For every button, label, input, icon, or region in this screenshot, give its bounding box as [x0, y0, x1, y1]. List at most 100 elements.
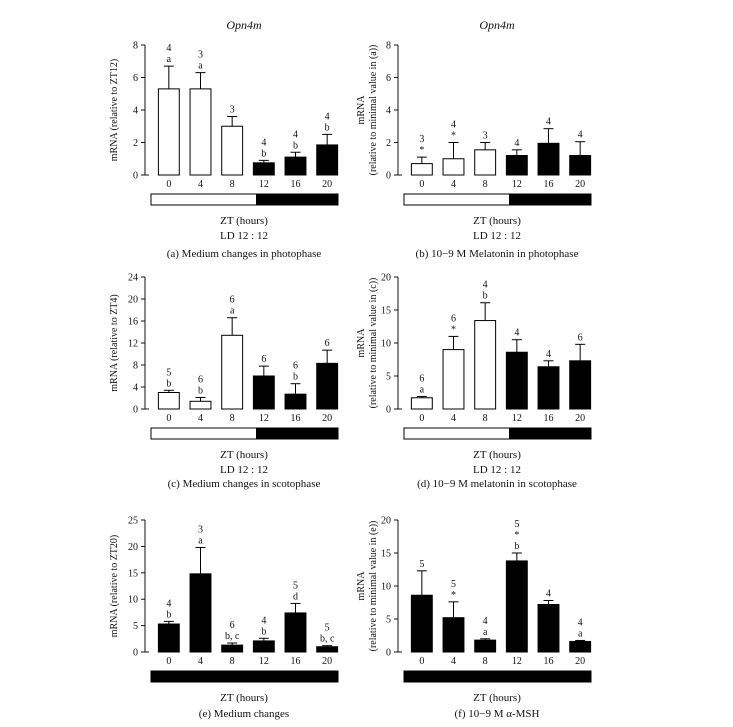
bar [252, 375, 275, 410]
y-tick-label: 0 [386, 405, 391, 416]
y-tick-label: 20 [381, 273, 391, 284]
bar [221, 334, 244, 410]
x-axis-label: ZT (hours) [220, 215, 268, 227]
significance-label: 6 [419, 373, 424, 384]
dark-phase-bar [509, 427, 592, 440]
bar [221, 125, 244, 176]
y-tick-label: 16 [128, 317, 138, 328]
significance-label: b [325, 122, 330, 133]
y-tick-label: 20 [381, 516, 391, 527]
bar [442, 617, 465, 653]
x-tick-label: 0 [419, 413, 424, 424]
condition-label: LD 12 : 12 [473, 230, 521, 242]
bar [284, 612, 307, 653]
x-tick-label: 0 [166, 413, 171, 424]
y-axis-label: mRNA [356, 95, 367, 125]
significance-label: 4 [514, 328, 519, 339]
y-axis-label: mRNA (relative to ZT20) [109, 535, 120, 637]
y-axis-label-2: (relative to minimal value in (c)) [368, 278, 379, 409]
x-tick-label: 12 [512, 179, 522, 190]
x-tick-label: 4 [198, 413, 203, 424]
condition-label: LD 12 : 12 [220, 230, 268, 242]
significance-label: 3 [198, 524, 203, 535]
significance-label: 4 [293, 129, 298, 140]
y-tick-label: 5 [386, 615, 391, 626]
y-tick-label: 15 [381, 306, 391, 317]
y-tick-label: 10 [128, 595, 138, 606]
x-axis-label: ZT (hours) [473, 692, 521, 704]
significance-label: b [166, 609, 171, 620]
bar [442, 158, 465, 176]
significance-label: b [261, 626, 266, 637]
y-axis-label: mRNA (relative to ZT4) [109, 294, 120, 391]
panel-caption: (d) 10−9 M melatonin in scotophase [417, 478, 577, 490]
significance-label: b, c [225, 631, 240, 642]
dark-phase-bar [256, 427, 339, 440]
significance-label: 4 [261, 137, 266, 148]
bar [505, 155, 528, 176]
y-tick-label: 15 [381, 549, 391, 560]
y-tick-label: 4 [133, 383, 138, 394]
bar [537, 142, 560, 176]
bar [252, 640, 275, 653]
significance-label: 4 [514, 138, 519, 149]
y-tick-label: 0 [386, 648, 391, 659]
significance-label: * [451, 590, 456, 601]
significance-label: 5 [451, 579, 456, 590]
bar [316, 362, 339, 410]
bar [221, 644, 244, 653]
significance-label: 3 [419, 134, 424, 145]
bar [569, 640, 592, 653]
x-tick-label: 4 [451, 413, 456, 424]
x-tick-label: 12 [512, 656, 522, 667]
chart-panel-d: 0 5 10 15 20 mRNA (relative to minimal value i… [356, 273, 592, 490]
panel-caption: (c) Medium changes in scotophase [168, 478, 321, 490]
significance-label: * [419, 145, 424, 156]
significance-label: a [483, 627, 488, 638]
y-tick-label: 5 [133, 621, 138, 632]
significance-label: b [483, 291, 488, 302]
bar [189, 573, 212, 653]
significance-label: 4 [578, 130, 583, 141]
y-tick-label: 10 [381, 582, 391, 593]
x-tick-label: 0 [419, 656, 424, 667]
x-axis-label: ZT (hours) [473, 449, 521, 461]
y-tick-label: 15 [128, 568, 138, 579]
chart-title: Opn4m [226, 18, 262, 32]
y-axis-label-2: (relative to minimal value in (e)) [368, 521, 379, 652]
x-tick-label: 8 [483, 413, 488, 424]
y-tick-label: 0 [386, 171, 391, 182]
x-axis-label: ZT (hours) [220, 692, 268, 704]
significance-label: 5 [419, 559, 424, 570]
x-tick-label: 0 [419, 179, 424, 190]
chart-title: Opn4m [479, 18, 515, 32]
significance-label: 6 [293, 361, 298, 372]
significance-label: a [198, 61, 203, 72]
significance-label: 4 [166, 43, 171, 54]
y-axis-label: mRNA [356, 571, 367, 601]
x-tick-label: 20 [575, 179, 585, 190]
x-tick-label: 8 [230, 413, 235, 424]
bar [537, 603, 560, 653]
x-tick-label: 16 [291, 656, 301, 667]
panel-caption: (e) Medium changes [199, 708, 289, 720]
significance-label: 4 [546, 589, 551, 600]
bar [505, 351, 528, 410]
significance-label: b, c [320, 634, 335, 645]
y-tick-label: 20 [128, 295, 138, 306]
significance-label: d [293, 591, 298, 602]
x-tick-label: 16 [544, 656, 554, 667]
y-tick-label: 8 [133, 361, 138, 372]
significance-label: 5 [166, 367, 171, 378]
panel-caption: (b) 10−9 M Melatonin in photophase [416, 248, 579, 260]
bar [157, 623, 180, 653]
significance-label: b [261, 148, 266, 159]
significance-label: 4 [483, 280, 488, 291]
y-tick-label: 20 [128, 542, 138, 553]
x-tick-label: 20 [575, 413, 585, 424]
bar [474, 639, 497, 653]
